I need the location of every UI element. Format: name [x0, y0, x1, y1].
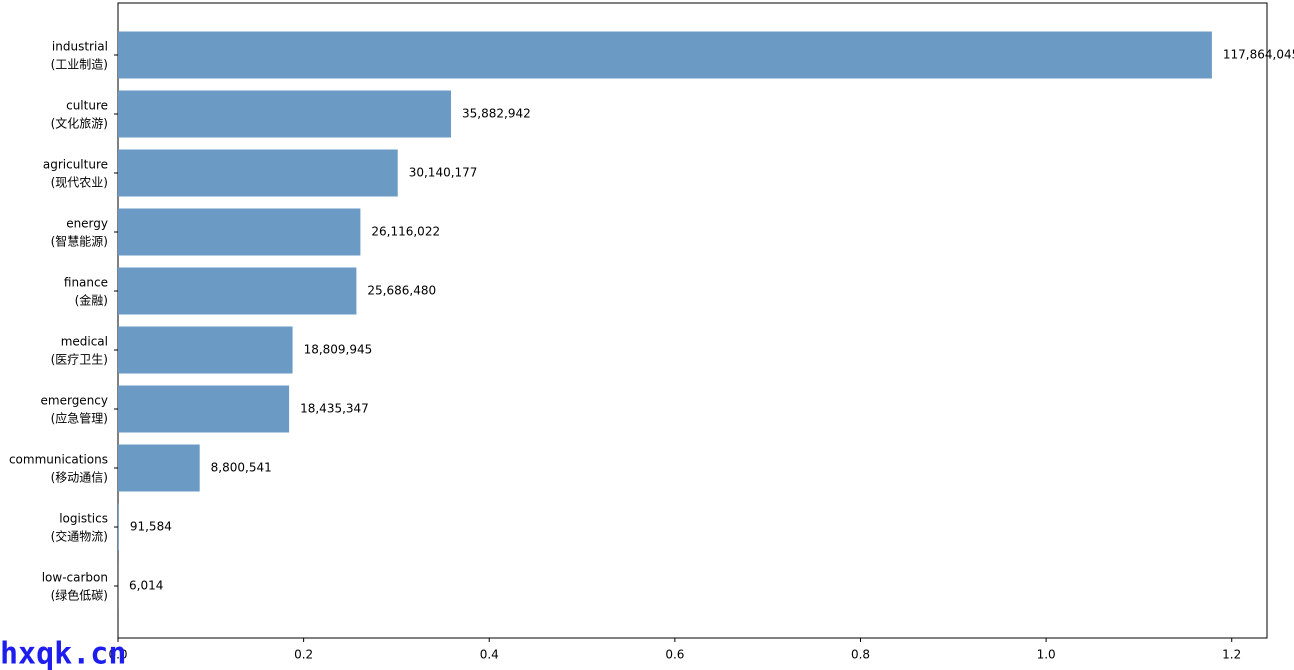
y-tick-label: (工业制造) [51, 58, 108, 72]
y-tick-label: (智慧能源) [51, 234, 108, 249]
value-label: 18,809,945 [304, 343, 373, 357]
y-tick-label: finance [64, 276, 108, 290]
y-tick-label: industrial [52, 40, 108, 54]
y-tick-label: (现代农业) [51, 176, 108, 190]
bar [118, 31, 1212, 79]
y-tick-label: (金融) [75, 293, 108, 308]
x-tick-label: 0.4 [480, 648, 499, 662]
x-tick-label: 1.2 [1222, 648, 1241, 662]
y-tick-label: low-carbon [42, 571, 108, 585]
bar [118, 326, 293, 374]
watermark: hxqk.cn [0, 637, 126, 670]
value-label: 35,882,942 [462, 107, 531, 121]
y-tick-label: culture [66, 99, 108, 113]
y-tick-label: communications [9, 453, 108, 467]
y-tick-label: medical [61, 335, 108, 349]
y-tick-label: logistics [59, 512, 108, 526]
bar [118, 90, 452, 138]
x-tick-label: 0.8 [851, 648, 870, 662]
bar [118, 503, 119, 551]
bar [118, 385, 290, 433]
value-label: 25,686,480 [367, 284, 436, 298]
value-label: 18,435,347 [300, 402, 369, 416]
plot-frame [117, 2, 1268, 639]
value-label: 8,800,541 [211, 461, 272, 475]
y-tick-label: (移动通信) [51, 471, 108, 485]
y-tick-label: (交通物流) [51, 529, 108, 544]
y-tick-label: (应急管理) [51, 411, 108, 426]
y-tick-label: agriculture [43, 158, 108, 172]
bar [118, 444, 200, 492]
x-tick-label: 0.0 [108, 648, 127, 662]
bar [118, 149, 398, 197]
x-tick-label: 1.0 [1037, 648, 1056, 662]
value-label: 6,014 [129, 579, 163, 593]
x-tick-label: 0.2 [294, 648, 313, 662]
x-tick-label: 0.6 [665, 648, 684, 662]
value-label: 30,140,177 [409, 166, 478, 180]
y-tick-label: energy [66, 217, 108, 231]
value-label: 117,864,045 [1223, 48, 1294, 62]
y-tick-label: emergency [41, 394, 108, 408]
y-tick-label: (文化旅游) [51, 116, 108, 131]
bar [118, 208, 361, 256]
value-label: 91,584 [130, 520, 172, 534]
y-tick-label: (绿色低碳) [51, 588, 108, 603]
y-tick-label: (医疗卫生) [51, 353, 108, 367]
value-label: 26,116,022 [371, 225, 440, 239]
bar [118, 267, 357, 315]
